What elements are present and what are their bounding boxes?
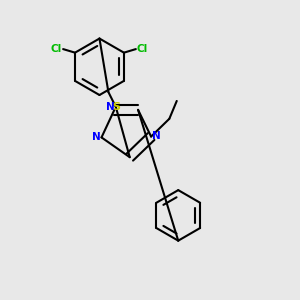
Text: N: N bbox=[106, 103, 115, 112]
Text: N: N bbox=[92, 132, 100, 142]
Text: S: S bbox=[112, 102, 120, 112]
Text: Cl: Cl bbox=[51, 44, 62, 54]
Text: N: N bbox=[152, 131, 161, 141]
Text: Cl: Cl bbox=[137, 44, 148, 54]
